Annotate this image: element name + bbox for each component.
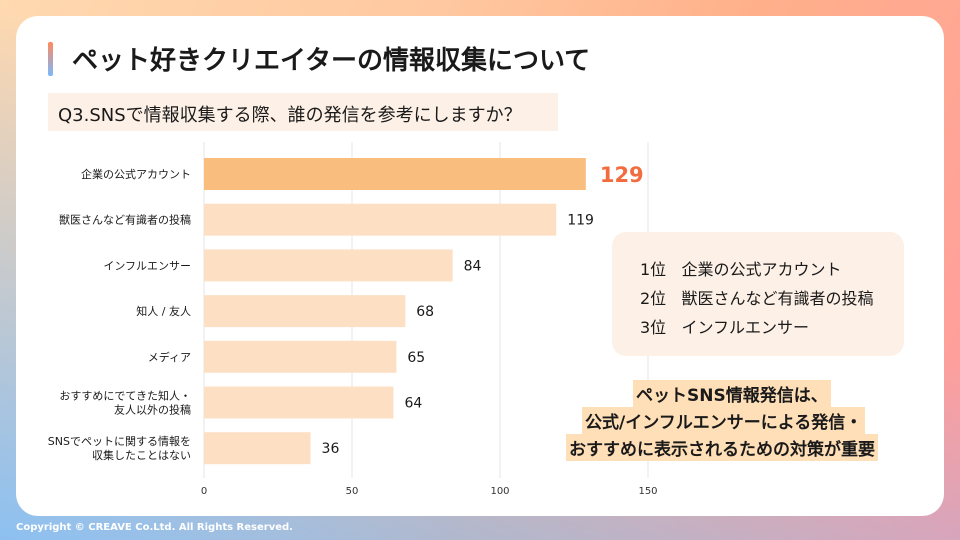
category-label: 企業の公式アカウント xyxy=(81,167,191,181)
data-label: 36 xyxy=(322,441,340,457)
title-accent-bar xyxy=(48,42,53,76)
question-box xyxy=(48,93,558,131)
category-label: 知人 / 友人 xyxy=(136,304,191,318)
note-line-2: 公式/インフルエンサーによる発信・ xyxy=(582,407,866,434)
category-label: 友人以外の投稿 xyxy=(114,403,191,417)
ranking-rank: 3位 xyxy=(640,318,667,337)
x-tick-label: 150 xyxy=(638,486,657,497)
copyright-text: Copyright © CREAVE Co.Ltd. All Rights Re… xyxy=(16,522,293,533)
category-label: おすすめにでてきた知人・ xyxy=(59,389,191,403)
ranking-rank: 2位 xyxy=(640,289,667,308)
data-label: 64 xyxy=(404,396,422,412)
question-text: Q3.SNSで情報収集する際、誰の発信を参考にしますか？ xyxy=(58,105,522,126)
ranking-item-1: 1位 企業の公式アカウント xyxy=(640,256,841,280)
category-label: インフルエンサー xyxy=(103,259,191,272)
bar xyxy=(204,340,397,373)
note-line-1: ペットSNS情報発信は、 xyxy=(633,380,831,407)
category-label: メディア xyxy=(148,350,191,364)
bar xyxy=(204,295,406,328)
data-label: 84 xyxy=(464,258,482,274)
ranking-item-3: 3位 インフルエンサー xyxy=(640,314,809,338)
bar xyxy=(204,386,394,419)
bar xyxy=(204,249,453,282)
ranking-summary-box xyxy=(612,232,904,356)
bar xyxy=(204,158,586,190)
ranking-label: インフルエンサー xyxy=(681,318,809,337)
note-line-3: おすすめに表示されるための対策が重要 xyxy=(566,434,878,461)
data-label: 65 xyxy=(407,350,425,366)
x-tick-label: 0 xyxy=(201,486,207,497)
ranking-label: 獣医さんなど有識者の投稿 xyxy=(681,289,874,308)
bar xyxy=(204,432,311,465)
ranking-label: 企業の公式アカウント xyxy=(681,260,842,279)
page-title: ペット好きクリエイターの情報収集について xyxy=(72,46,591,76)
bar xyxy=(204,203,557,236)
data-label: 68 xyxy=(416,304,434,320)
data-label: 129 xyxy=(600,163,644,187)
x-tick-label: 50 xyxy=(346,486,359,497)
category-label: 獣医さんなど有識者の投稿 xyxy=(59,213,191,227)
data-label: 119 xyxy=(567,213,594,229)
ranking-item-2: 2位 獣医さんなど有識者の投稿 xyxy=(640,285,873,309)
x-tick-label: 100 xyxy=(490,486,509,497)
ranking-rank: 1位 xyxy=(640,260,667,279)
category-label: 収集したことはない xyxy=(92,448,191,462)
category-label: SNSでペットに関する情報を xyxy=(48,435,191,448)
